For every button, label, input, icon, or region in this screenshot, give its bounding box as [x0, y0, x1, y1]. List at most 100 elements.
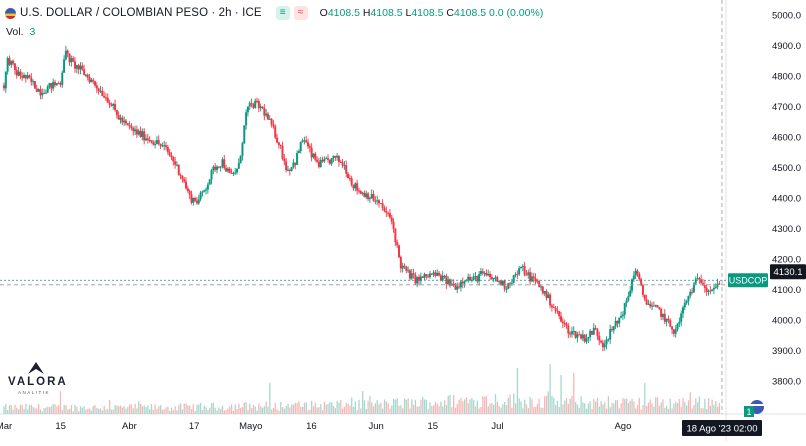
volume-bar [287, 403, 289, 414]
volume-bar [423, 399, 426, 414]
volume-bar [635, 408, 637, 414]
volume-bar [618, 408, 620, 414]
volume-bar [485, 395, 488, 414]
candle-body [154, 143, 157, 145]
volume-bar [463, 399, 466, 414]
volume-bar [607, 396, 610, 414]
volume-bar [212, 402, 215, 414]
volume-bar [189, 405, 191, 414]
candle-body [681, 307, 684, 314]
candle-body [221, 159, 224, 167]
candle-body [714, 286, 717, 289]
volume-bar [513, 393, 515, 414]
candle-body [388, 213, 391, 218]
symbol-tag[interactable] [728, 273, 768, 288]
volume-bar [229, 406, 231, 414]
volume-bar [551, 395, 553, 414]
volume-bar [79, 406, 82, 414]
volume-bar [210, 403, 213, 414]
candle-body [190, 194, 193, 203]
candle-body [310, 147, 313, 158]
candle-body [387, 212, 390, 214]
candle-body [370, 194, 373, 199]
candle-body [518, 268, 521, 275]
volume-bar [605, 408, 608, 414]
volume-bar [680, 407, 682, 414]
candle-body [343, 165, 346, 167]
volume-bar [651, 403, 653, 414]
volume-bar [671, 408, 673, 414]
candle-body [90, 79, 93, 83]
volume-bar [420, 399, 422, 414]
candle-body [115, 109, 118, 116]
candle-body [499, 281, 502, 286]
volume-bar [249, 403, 251, 414]
volume-bar [474, 406, 477, 414]
candle-body [3, 85, 5, 89]
candle-body [385, 210, 388, 213]
candle-body [467, 276, 470, 281]
candle-body [53, 81, 56, 86]
candle-body [543, 291, 546, 294]
candle-body [188, 191, 191, 195]
candle-body [523, 266, 526, 275]
candle-body [37, 89, 40, 92]
volume-bar [567, 403, 570, 414]
candle-body [399, 257, 402, 269]
last-price-label: 4130.1 [773, 267, 802, 278]
candle-body [645, 299, 648, 305]
volume-bar [256, 410, 258, 414]
volume-bar [534, 407, 537, 414]
candle-body [390, 217, 393, 222]
volume-bar [205, 407, 207, 414]
volume-bar [669, 398, 671, 414]
volume-bar [382, 408, 384, 414]
candle-body [159, 143, 162, 146]
volume-bar [336, 401, 338, 414]
candle-body [383, 208, 386, 211]
volume-bar [149, 409, 151, 414]
candle-body [279, 144, 282, 146]
volume-bar [236, 408, 238, 414]
candle-body [621, 314, 624, 317]
candle-body [52, 81, 55, 89]
candle-body [570, 331, 573, 335]
symbol-title[interactable]: U.S. DOLLAR / COLOMBIAN PESO · 2h · ICE [20, 7, 262, 19]
time-tick-label: 15 [428, 421, 439, 432]
candle-body [560, 316, 563, 322]
volume-bar [673, 403, 675, 414]
data-window-icon[interactable]: ≡ [275, 6, 290, 20]
candle-body [268, 118, 271, 120]
volume-bar [216, 410, 218, 414]
candle-body [565, 323, 568, 326]
volume-bar [391, 405, 393, 414]
volume-bar [347, 403, 349, 414]
candle-body [445, 275, 448, 285]
volume-bar [706, 409, 708, 414]
volume-bar [454, 407, 457, 414]
candle-body [669, 320, 672, 327]
candle-body [155, 140, 158, 144]
volume-bar [183, 403, 185, 414]
volume-bar [392, 398, 395, 414]
volume-bar [161, 409, 164, 414]
candle-body [674, 329, 677, 334]
volume-bar [447, 395, 449, 414]
volume-bar [272, 407, 275, 414]
candle-body [272, 124, 275, 127]
volume-bar [609, 407, 611, 414]
candle-body [485, 272, 488, 276]
candle-body [660, 308, 663, 317]
candle-body [274, 126, 277, 138]
volume-bar [702, 408, 704, 414]
candle-body [683, 303, 686, 308]
volume-bar [655, 397, 657, 414]
volume-bar [23, 408, 25, 414]
compare-icon[interactable]: ≈ [293, 6, 308, 20]
volume-bar [387, 403, 389, 414]
candle-body [438, 272, 441, 276]
candle-body [569, 333, 572, 335]
volume-bar [241, 406, 244, 414]
